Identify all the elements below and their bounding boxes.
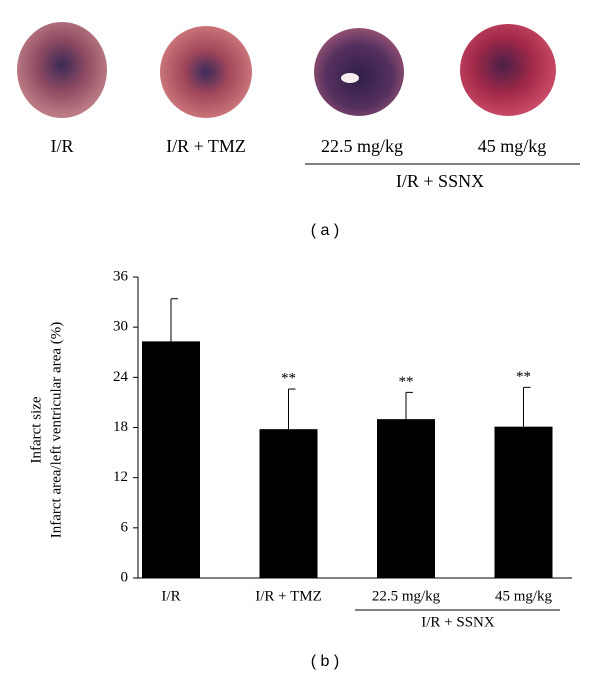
y-tick-label: 30 xyxy=(113,319,128,335)
photo-label: I/R + TMZ xyxy=(166,136,246,156)
y-tick-label: 6 xyxy=(121,519,129,535)
photo-label: 45 mg/kg xyxy=(478,136,547,156)
bar xyxy=(377,419,435,578)
significance-label: ** xyxy=(399,374,414,390)
x-tick-label: 45 mg/kg xyxy=(495,588,553,604)
heart-photo-detail xyxy=(341,73,359,83)
group-label: I/R + SSNX xyxy=(421,614,495,630)
y-tick-label: 36 xyxy=(113,268,129,284)
heart-photo xyxy=(17,22,107,118)
y-tick-label: 24 xyxy=(113,369,129,385)
caption: ( b ) xyxy=(311,653,339,670)
y-tick-label: 0 xyxy=(121,569,129,585)
photo-label: 22.5 mg/kg xyxy=(321,136,403,156)
y-axis-label: Infarct area/left ventricular area (%) xyxy=(48,322,64,539)
heart-photo xyxy=(460,24,556,116)
x-tick-label: I/R xyxy=(161,588,180,604)
caption: ( a ) xyxy=(311,222,339,239)
significance-label: ** xyxy=(516,369,531,385)
bar xyxy=(142,341,200,578)
x-tick-label: 22.5 mg/kg xyxy=(372,588,441,604)
x-tick-label: I/R + TMZ xyxy=(255,588,322,604)
significance-label: ** xyxy=(281,370,296,386)
y-tick-label: 12 xyxy=(113,469,128,485)
bar xyxy=(259,429,318,578)
heart-photo xyxy=(314,28,404,116)
y-axis-label: Infarct size xyxy=(28,396,44,463)
photo-label: I/R xyxy=(50,136,73,156)
bar xyxy=(494,426,553,578)
group-label: I/R + SSNX xyxy=(396,171,484,191)
y-tick-label: 18 xyxy=(113,419,128,435)
heart-photo xyxy=(160,26,252,118)
